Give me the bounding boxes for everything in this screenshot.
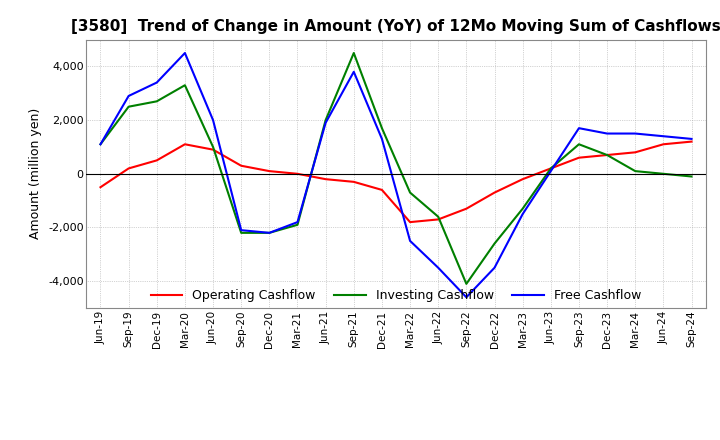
Operating Cashflow (125, 166, 133, 171)
Free Cashflow (631, 131, 639, 136)
Line: Operating Cashflow: Operating Cashflow (101, 142, 691, 222)
Investing Cashflow (237, 230, 246, 235)
Investing Cashflow (603, 152, 611, 158)
Free Cashflow (687, 136, 696, 142)
Free Cashflow (293, 220, 302, 225)
Investing Cashflow (434, 214, 443, 220)
Free Cashflow (603, 131, 611, 136)
Free Cashflow (406, 238, 415, 244)
Free Cashflow (462, 295, 471, 300)
Investing Cashflow (125, 104, 133, 109)
Operating Cashflow (321, 176, 330, 182)
Operating Cashflow (349, 179, 358, 184)
Free Cashflow (125, 93, 133, 99)
Operating Cashflow (153, 158, 161, 163)
Free Cashflow (434, 265, 443, 270)
Investing Cashflow (631, 169, 639, 174)
Operating Cashflow (462, 206, 471, 211)
Investing Cashflow (406, 190, 415, 195)
Free Cashflow (546, 169, 555, 174)
Operating Cashflow (237, 163, 246, 169)
Operating Cashflow (631, 150, 639, 155)
Investing Cashflow (518, 206, 527, 211)
Line: Free Cashflow: Free Cashflow (101, 53, 691, 297)
Investing Cashflow (659, 171, 667, 176)
Free Cashflow (209, 117, 217, 123)
Investing Cashflow (546, 166, 555, 171)
Operating Cashflow (181, 142, 189, 147)
Title: [3580]  Trend of Change in Amount (YoY) of 12Mo Moving Sum of Cashflows: [3580] Trend of Change in Amount (YoY) o… (71, 19, 720, 34)
Investing Cashflow (265, 230, 274, 235)
Investing Cashflow (490, 241, 499, 246)
Operating Cashflow (434, 217, 443, 222)
Investing Cashflow (575, 142, 583, 147)
Investing Cashflow (153, 99, 161, 104)
Investing Cashflow (321, 117, 330, 123)
Free Cashflow (659, 134, 667, 139)
Operating Cashflow (265, 169, 274, 174)
Operating Cashflow (490, 190, 499, 195)
Free Cashflow (575, 125, 583, 131)
Free Cashflow (181, 50, 189, 55)
Operating Cashflow (659, 142, 667, 147)
Investing Cashflow (462, 281, 471, 286)
Free Cashflow (237, 227, 246, 233)
Investing Cashflow (687, 174, 696, 179)
Operating Cashflow (687, 139, 696, 144)
Operating Cashflow (546, 166, 555, 171)
Free Cashflow (349, 69, 358, 74)
Operating Cashflow (518, 176, 527, 182)
Free Cashflow (490, 265, 499, 270)
Line: Investing Cashflow: Investing Cashflow (101, 53, 691, 284)
Investing Cashflow (181, 83, 189, 88)
Operating Cashflow (575, 155, 583, 160)
Investing Cashflow (349, 50, 358, 55)
Operating Cashflow (293, 171, 302, 176)
Investing Cashflow (293, 222, 302, 227)
Free Cashflow (96, 142, 105, 147)
Free Cashflow (153, 80, 161, 85)
Investing Cashflow (96, 142, 105, 147)
Operating Cashflow (406, 220, 415, 225)
Free Cashflow (377, 136, 386, 142)
Operating Cashflow (209, 147, 217, 152)
Investing Cashflow (377, 125, 386, 131)
Operating Cashflow (96, 185, 105, 190)
Free Cashflow (518, 211, 527, 216)
Y-axis label: Amount (million yen): Amount (million yen) (30, 108, 42, 239)
Legend: Operating Cashflow, Investing Cashflow, Free Cashflow: Operating Cashflow, Investing Cashflow, … (146, 284, 646, 307)
Operating Cashflow (603, 152, 611, 158)
Investing Cashflow (209, 144, 217, 150)
Free Cashflow (321, 120, 330, 125)
Operating Cashflow (377, 187, 386, 193)
Free Cashflow (265, 230, 274, 235)
